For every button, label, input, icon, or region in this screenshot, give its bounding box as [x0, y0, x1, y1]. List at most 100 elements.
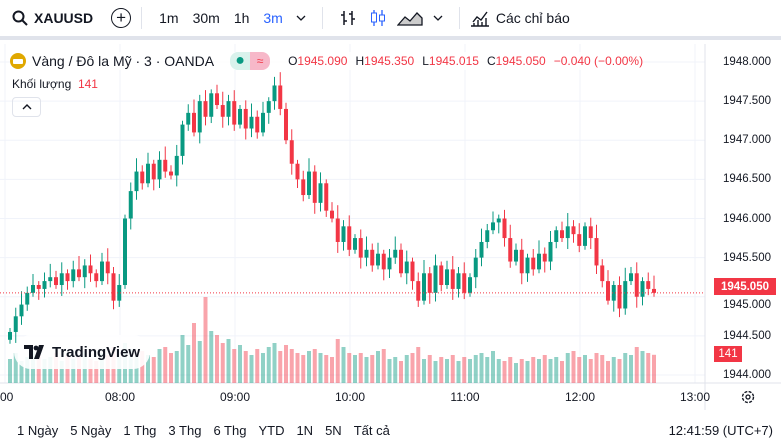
- volume-bar: [456, 361, 461, 383]
- symbol-search[interactable]: XAUUSD: [0, 0, 93, 36]
- range-button[interactable]: YTD: [258, 423, 285, 438]
- status-pill[interactable]: ● ≈: [230, 52, 271, 70]
- volume-bar: [606, 361, 610, 383]
- volume-bar: [318, 353, 323, 383]
- volume-bar: [502, 361, 507, 383]
- range-button[interactable]: 5N: [325, 423, 342, 438]
- area-style-button[interactable]: [393, 0, 427, 36]
- timeframe-3m[interactable]: 3m: [263, 10, 283, 26]
- volume-bar: [445, 359, 449, 383]
- range-button[interactable]: 1 Ngày: [17, 423, 59, 438]
- price-tick-label: 1944.000: [723, 369, 771, 381]
- timeframe-30m[interactable]: 30m: [192, 10, 220, 26]
- volume-bar: [36, 355, 41, 383]
- range-button[interactable]: 1 Thg: [123, 423, 157, 438]
- volume-bar: [548, 359, 553, 383]
- candle-body: [387, 257, 392, 270]
- timeframe-dropdown[interactable]: [290, 0, 312, 36]
- candle-body: [450, 269, 455, 289]
- candle-body: [583, 226, 587, 246]
- volume-bar: [588, 359, 593, 383]
- bars-style-button[interactable]: [333, 0, 363, 36]
- candle-body: [249, 116, 254, 129]
- candle-body: [370, 249, 375, 266]
- volume-bar: [117, 357, 122, 383]
- candle-body: [588, 226, 593, 239]
- candle-body: [652, 288, 656, 293]
- candle-body: [180, 124, 185, 156]
- tradingview-logo-icon: [24, 345, 44, 359]
- candle-body: [289, 140, 294, 164]
- candle-body: [307, 171, 311, 196]
- candle-body: [560, 230, 564, 239]
- candle-body: [422, 273, 426, 301]
- open-label: O: [288, 54, 298, 68]
- candle-body: [140, 171, 145, 184]
- clock[interactable]: 12:41:59 (UTC+7): [668, 423, 773, 438]
- candle-body: [353, 238, 357, 250]
- candle-body: [433, 265, 438, 293]
- candle-body: [554, 230, 559, 242]
- volume-bar: [186, 345, 191, 383]
- volume-bar: [88, 359, 93, 383]
- timeframe-1h[interactable]: 1h: [233, 10, 250, 26]
- candle-body: [600, 265, 605, 282]
- price-tick-label: 1947.500: [723, 95, 771, 108]
- candle-body: [266, 101, 271, 113]
- volume-bar: [537, 359, 541, 383]
- symbol-title[interactable]: Vàng / Đô la Mỹ · 3 · OANDA: [32, 53, 215, 69]
- candle-body: [42, 281, 47, 289]
- candles-style-button[interactable]: [363, 0, 393, 36]
- volume-bar: [140, 351, 145, 383]
- volume-bar: [77, 357, 81, 383]
- indicators-button[interactable]: Các chỉ báo: [470, 0, 570, 36]
- tradingview-watermark[interactable]: TradingView: [14, 335, 151, 369]
- candle-body: [261, 112, 265, 133]
- candle-body: [301, 179, 306, 196]
- candle-body: [88, 265, 93, 274]
- compare-add-icon[interactable]: +: [111, 8, 132, 28]
- candle-body: [548, 241, 553, 262]
- candle-body: [341, 226, 346, 242]
- range-button[interactable]: 5 Ngày: [70, 423, 112, 438]
- volume-bar: [278, 351, 283, 383]
- price-tick-label: 1948.000: [723, 56, 771, 68]
- volume-bar: [381, 349, 386, 383]
- volume-bar: [146, 355, 150, 383]
- candle-body: [646, 281, 651, 289]
- volume-bar: [330, 357, 334, 383]
- range-button[interactable]: 6 Thg: [213, 423, 247, 438]
- candle-body: [335, 218, 340, 242]
- chart-style-dropdown[interactable]: [427, 0, 449, 36]
- volume-bar: [634, 347, 639, 383]
- collapse-legend-button[interactable]: [12, 97, 41, 117]
- price-tick-label: 1946.000: [723, 212, 771, 225]
- volume-bar: [554, 357, 559, 383]
- range-button[interactable]: 3 Thg: [168, 423, 202, 438]
- candle-body: [634, 273, 639, 297]
- candle-body: [71, 269, 76, 282]
- candle-body: [232, 101, 237, 125]
- candle-body: [117, 285, 122, 301]
- volume-bar: [491, 351, 495, 383]
- volume-bar: [623, 353, 628, 383]
- volume-bar: [272, 343, 277, 383]
- timeframe-1m[interactable]: 1m: [159, 10, 179, 26]
- volume-bar: [514, 363, 518, 383]
- ohlc-bars-icon: [340, 11, 355, 25]
- volume-bar: [531, 357, 536, 383]
- chart-settings-button[interactable]: [740, 389, 756, 408]
- chevron-up-icon: [22, 104, 31, 110]
- candle-body: [479, 241, 484, 258]
- range-button[interactable]: Tất cả: [353, 423, 390, 438]
- candle-body: [531, 257, 536, 270]
- time-tick-label: 09:00: [219, 390, 251, 404]
- candle-body: [226, 101, 231, 117]
- candle-body: [571, 226, 576, 235]
- volume-bar: [376, 351, 380, 383]
- candle-body: [473, 257, 478, 278]
- price-chart[interactable]: [0, 44, 781, 410]
- range-button[interactable]: 1N: [296, 423, 314, 438]
- volume-bar: [42, 359, 47, 383]
- candle-body: [427, 273, 432, 293]
